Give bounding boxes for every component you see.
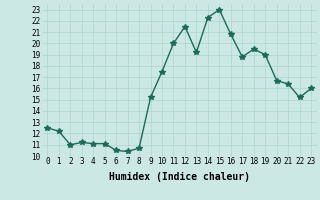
X-axis label: Humidex (Indice chaleur): Humidex (Indice chaleur) — [109, 172, 250, 182]
